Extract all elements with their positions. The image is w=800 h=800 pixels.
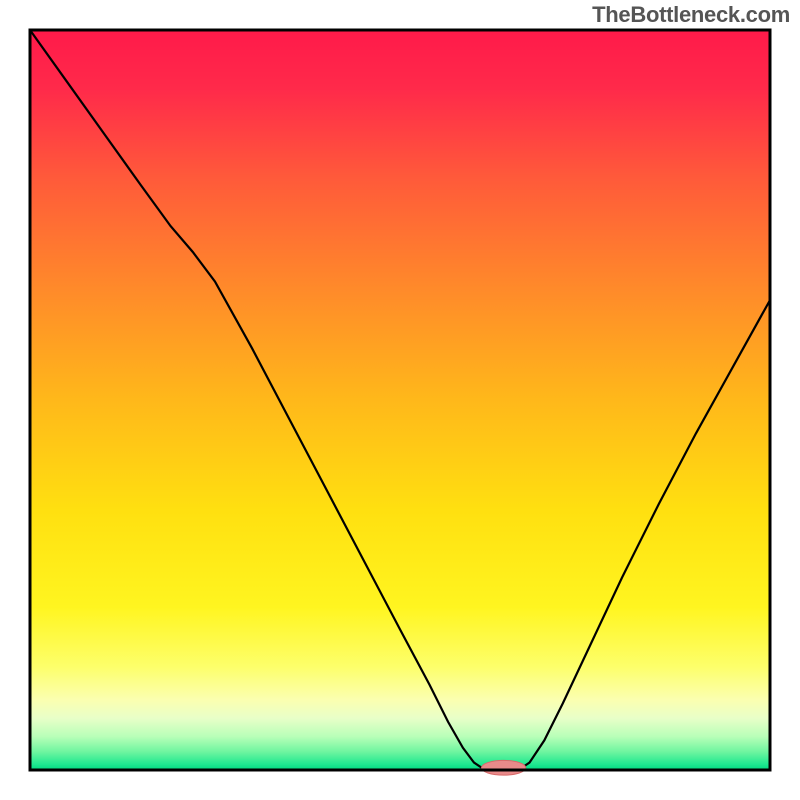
attribution-label: TheBottleneck.com (592, 2, 790, 28)
chart-root: TheBottleneck.com (0, 0, 800, 800)
optimal-point-marker (481, 760, 525, 775)
bottleneck-chart (0, 0, 800, 800)
gradient-background (30, 30, 770, 770)
